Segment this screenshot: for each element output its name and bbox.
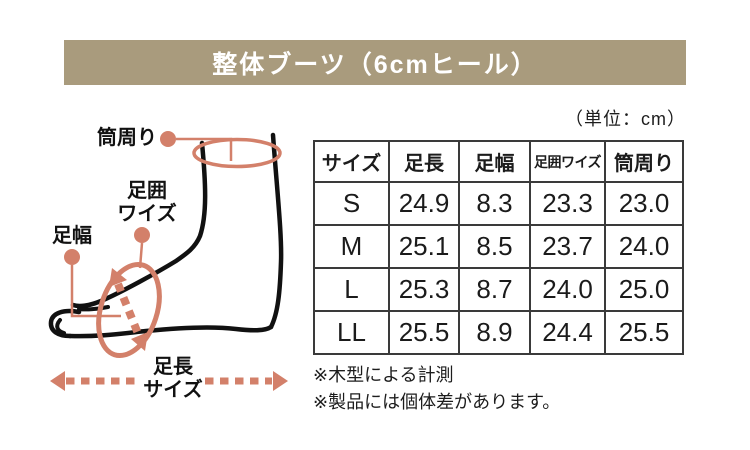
tube-girth-connector [176,137,233,161]
header-size: サイズ [313,140,390,183]
cell-tube-girth: 24.0 [604,224,684,269]
table-row-m: M 25.1 8.5 23.7 24.0 [313,224,684,269]
tube-girth-label: 筒周り [97,127,157,149]
cell-size: M [313,224,390,269]
cell-foot-length: 24.9 [388,181,460,226]
foot-girth-label-line2: ワイズ [117,203,177,225]
ball-arrow-head-bottom [131,332,148,351]
foot-girth-label: 足囲 ワイズ [107,180,187,226]
cell-foot-width: 8.7 [458,267,531,312]
tube-girth-dot [160,131,176,147]
size-table: サイズ 足長 足幅 足囲ワイズ 筒周り S 24.9 8.3 23.3 23.0… [313,140,684,355]
foot-girth-label-line1: 足囲 [127,180,167,202]
cell-foot-width: 8.5 [458,224,531,269]
foot-width-dot [64,249,80,265]
leg-back-line [268,132,284,330]
cell-tube-girth: 23.0 [604,181,684,226]
length-arrow-head-right [273,371,288,391]
footnote-variance: ※製品には個体差があります。 [313,392,561,412]
cell-tube-girth: 25.0 [604,267,684,312]
page-title: 整体ブーツ（6cmヒール） [212,50,538,79]
footnotes: ※木型による計測 ※製品には個体差があります。 [313,362,560,416]
length-arrow-head-left [50,371,65,391]
cell-size: LL [313,310,390,355]
leg-front-line [70,140,208,309]
foot-width-label: 足幅 [52,225,92,247]
header-foot-girth: 足囲ワイズ [529,140,606,183]
sole-heel-line [67,324,274,339]
footnote-measurement: ※木型による計測 [313,365,454,385]
cell-foot-girth: 23.7 [529,224,606,269]
cell-size: L [313,267,390,312]
foot-length-label-line2: サイズ [143,379,203,401]
cell-foot-girth: 24.0 [529,267,606,312]
ball-girth-dashed-arrow [114,282,143,338]
foot-width-connector [70,265,121,318]
table-row-l: L 25.3 8.7 24.0 25.0 [313,267,684,312]
header-foot-width: 足幅 [458,140,531,183]
cell-size: S [313,181,390,226]
toe-inner-line [55,318,66,335]
cell-foot-length: 25.5 [388,310,460,355]
big-toe-outline [48,308,82,339]
boot-tube-ellipse [192,137,282,169]
ball-arrow-head-top [109,268,127,287]
foot-crease-line [77,305,110,312]
ball-girth-ellipse [96,261,162,359]
foot-length-label-line1: 足長 [153,356,193,378]
unit-label: （単位：cm） [565,109,686,129]
title-banner: 整体ブーツ（6cmヒール） [64,40,686,85]
table-header-row: サイズ 足長 足幅 足囲ワイズ 筒周り [313,140,684,183]
foot-girth-dot [134,227,150,243]
cell-tube-girth: 25.5 [604,310,684,355]
cell-foot-girth: 24.4 [529,310,606,355]
header-foot-length: 足長 [388,140,460,183]
table-row-s: S 24.9 8.3 23.3 23.0 [313,181,684,226]
cell-foot-length: 25.1 [388,224,460,269]
cell-foot-width: 8.3 [458,181,531,226]
cell-foot-width: 8.9 [458,310,531,355]
header-tube-girth: 筒周り [604,140,684,183]
table-row-ll: LL 25.5 8.9 24.4 25.5 [313,310,684,355]
cell-foot-girth: 23.3 [529,181,606,226]
cell-foot-length: 25.3 [388,267,460,312]
foot-length-label: 足長 サイズ [128,356,218,402]
